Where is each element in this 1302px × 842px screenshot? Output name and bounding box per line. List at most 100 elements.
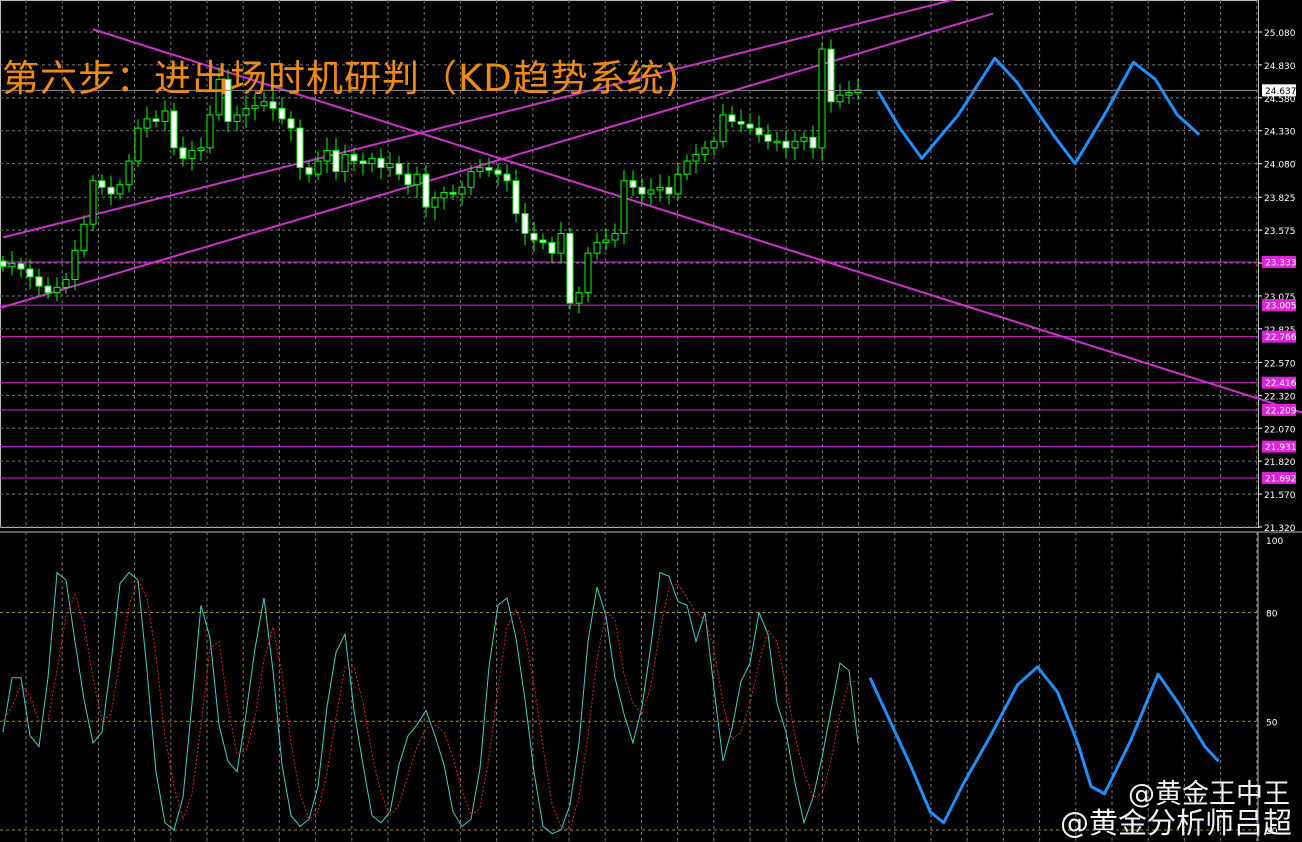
candle-body bbox=[413, 173, 421, 186]
candle-body bbox=[836, 94, 844, 103]
candle-body bbox=[206, 114, 214, 149]
price-tick-label: 21.820 bbox=[1264, 458, 1296, 468]
candle-body bbox=[665, 186, 673, 195]
price-tick-label: 22.570 bbox=[1264, 359, 1296, 369]
price-tick-label: 24.830 bbox=[1264, 62, 1296, 72]
candle-body bbox=[377, 157, 385, 169]
stoch-tick-label: 20 bbox=[1266, 827, 1278, 837]
price-tick-label: 22.320 bbox=[1264, 392, 1296, 402]
stoch-k-line bbox=[2, 571, 859, 835]
candle-body bbox=[845, 92, 853, 96]
candle-body bbox=[566, 232, 574, 304]
candle-body bbox=[422, 173, 430, 208]
candle-body bbox=[431, 197, 439, 208]
candle-body bbox=[215, 78, 223, 116]
candle-body bbox=[17, 263, 25, 270]
candle-body bbox=[179, 147, 187, 159]
candle-body bbox=[395, 163, 403, 175]
candle-body bbox=[710, 140, 718, 149]
candle-body bbox=[98, 180, 106, 188]
candle-body bbox=[62, 279, 70, 288]
candle-body bbox=[170, 110, 178, 149]
level-label-bg bbox=[1262, 472, 1296, 485]
candle-body bbox=[458, 186, 466, 195]
candle-body bbox=[620, 180, 628, 234]
candle-body bbox=[701, 147, 709, 155]
price-tick-label: 24.580 bbox=[1264, 95, 1296, 105]
candle-body bbox=[314, 160, 322, 175]
level-label: 22.416 bbox=[1265, 379, 1297, 389]
candle-body bbox=[674, 173, 682, 195]
candle-body bbox=[143, 118, 151, 129]
candle-body bbox=[692, 153, 700, 162]
candle-body bbox=[404, 173, 412, 186]
candle-body bbox=[512, 180, 520, 215]
candle-body bbox=[386, 163, 394, 169]
chart-title: 第六步：进出场时机研判（KD趋势系统) bbox=[2, 57, 681, 100]
candle-body bbox=[503, 173, 511, 182]
candle-body bbox=[260, 101, 268, 107]
stoch-tick-label: 50 bbox=[1266, 718, 1278, 728]
candle-body bbox=[8, 263, 16, 267]
candle-body bbox=[26, 268, 34, 278]
candle-body bbox=[629, 180, 637, 188]
candle-body bbox=[251, 105, 259, 109]
candle-body bbox=[278, 107, 286, 120]
candle-body bbox=[440, 192, 448, 199]
candle-body bbox=[323, 149, 331, 162]
candle-body bbox=[296, 127, 304, 169]
candle-body bbox=[341, 153, 349, 173]
price-tick-label: 24.080 bbox=[1264, 161, 1296, 171]
stoch-d-line bbox=[2, 578, 858, 831]
stoch-forecast-curve bbox=[868, 665, 1220, 825]
candle-body bbox=[224, 78, 232, 123]
candle-body bbox=[764, 134, 772, 142]
candle-body bbox=[602, 239, 610, 244]
current-price-label: 24.637 bbox=[1265, 87, 1297, 97]
candle-body bbox=[152, 118, 160, 123]
candle-body bbox=[476, 167, 484, 173]
candle-body bbox=[827, 48, 835, 103]
candle-body bbox=[0, 260, 7, 267]
candle-body bbox=[494, 169, 502, 175]
price-tick-label: 22.070 bbox=[1264, 425, 1296, 435]
price-tick-label: 24.330 bbox=[1264, 128, 1296, 138]
candle-body bbox=[719, 114, 727, 142]
candle-body bbox=[584, 252, 592, 294]
price-axis: 25.080 24.830 24.580 24.330 24.080 23.825 23.5… bbox=[0, 29, 1297, 837]
candle-body bbox=[467, 171, 475, 188]
candle-body bbox=[800, 136, 808, 142]
level-label-bg bbox=[1262, 376, 1296, 389]
price-tick-label: 23.825 bbox=[1264, 194, 1296, 204]
candle-body bbox=[350, 153, 358, 162]
candle-body bbox=[611, 232, 619, 241]
candle-body bbox=[359, 160, 367, 165]
watermark-line-2: @黄金分析师吕超 bbox=[1059, 806, 1292, 840]
forecast-curves bbox=[868, 56, 1220, 825]
price-forecast-curve bbox=[876, 56, 1201, 166]
candle-body bbox=[818, 48, 826, 149]
level-label: 21.931 bbox=[1265, 443, 1297, 453]
candle-body bbox=[773, 140, 781, 144]
level-label: 23.005 bbox=[1265, 302, 1297, 312]
candle-body bbox=[728, 114, 736, 123]
current-price-tag bbox=[1262, 84, 1296, 97]
candle-body bbox=[368, 157, 376, 165]
stoch-tick-label: 80 bbox=[1266, 610, 1278, 620]
candle-body bbox=[188, 149, 196, 159]
candle-body bbox=[35, 276, 43, 287]
candle-body bbox=[485, 167, 493, 171]
candle-body bbox=[557, 232, 565, 254]
price-tick-label: 23.575 bbox=[1264, 227, 1296, 237]
price-tick-label: 23.075 bbox=[1264, 293, 1296, 303]
level-label-bg bbox=[1262, 255, 1296, 268]
candle-body bbox=[161, 110, 169, 123]
price-tick-label: 21.320 bbox=[1264, 524, 1296, 534]
stoch-tick-label: 100 bbox=[1266, 537, 1283, 547]
level-label: 23.333 bbox=[1265, 258, 1297, 268]
candle-body bbox=[80, 223, 88, 252]
candle-body bbox=[305, 167, 313, 175]
candle-body bbox=[134, 127, 142, 162]
